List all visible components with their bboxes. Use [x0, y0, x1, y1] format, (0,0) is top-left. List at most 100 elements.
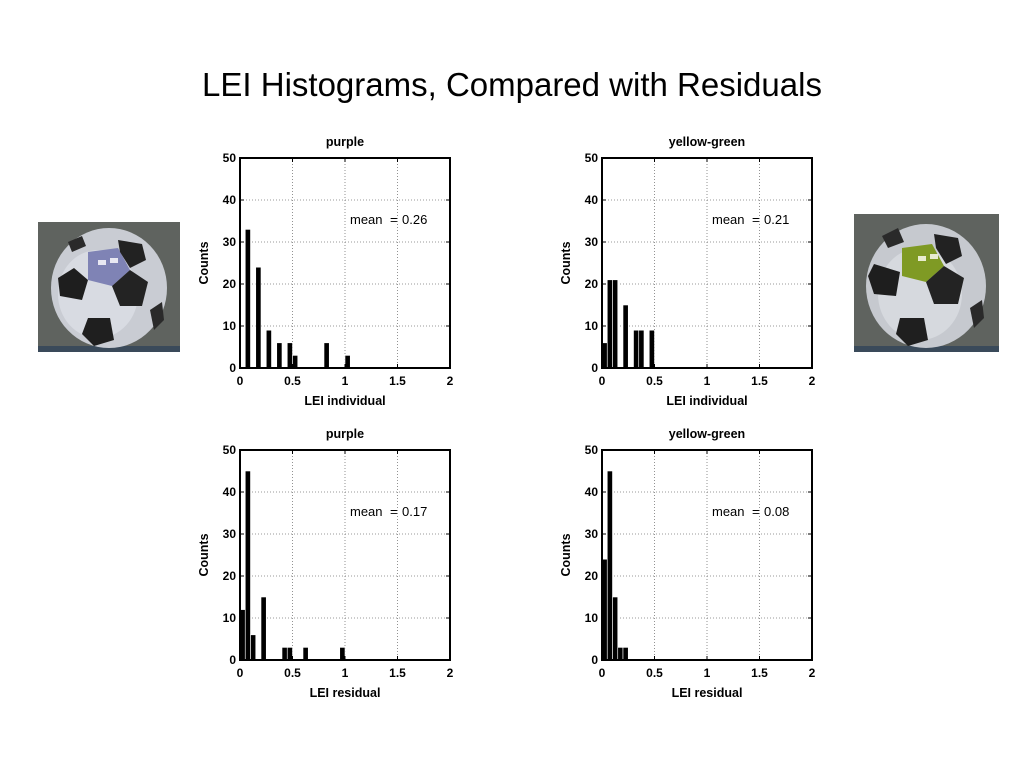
x-tick-label: 1 [704, 374, 711, 388]
histogram-bar [255, 266, 262, 369]
y-tick-label: 30 [585, 235, 599, 249]
histogram-bar [244, 229, 251, 369]
histogram-bar [276, 342, 283, 369]
x-tick-label: 0.5 [284, 666, 301, 680]
y-tick-label: 0 [229, 653, 236, 667]
histogram-bar [612, 279, 619, 369]
slide-title: LEI Histograms, Compared with Residuals [202, 66, 822, 103]
mean-annotation-equals: = [390, 504, 398, 519]
x-tick-label: 0 [237, 374, 244, 388]
y-tick-label: 30 [585, 527, 599, 541]
histogram-bar [344, 355, 351, 369]
mean-annotation-label: mean [712, 212, 745, 227]
histogram-bar [612, 596, 619, 661]
x-tick-label: 1.5 [751, 374, 768, 388]
x-tick-label: 2 [447, 374, 454, 388]
y-tick-label: 0 [591, 653, 598, 667]
histogram-bar [638, 329, 645, 369]
histogram-bar [286, 342, 293, 369]
histogram-bar [617, 647, 624, 661]
histogram-yellow-green-individual: yellow-green 0 0.5 1 1.5 2 0 10 20 30 40 50 LEI indi… [558, 132, 816, 412]
mean-annotation-equals: = [752, 212, 760, 227]
x-tick-label: 1.5 [751, 666, 768, 680]
histogram-purple-residual: purple 0 0.5 1 1.5 2 0 10 20 30 40 50 LEI residual Co… [196, 424, 454, 704]
x-axis-label: LEI residual [672, 686, 743, 700]
x-tick-label: 2 [809, 374, 816, 388]
y-tick-label: 40 [585, 193, 599, 207]
histogram-bar [323, 342, 330, 369]
y-axis-label: Counts [559, 241, 573, 284]
x-tick-label: 1.5 [389, 666, 406, 680]
x-tick-label: 2 [809, 666, 816, 680]
mean-annotation-equals: = [752, 504, 760, 519]
x-tick-label: 0.5 [646, 666, 663, 680]
x-tick-label: 1 [342, 374, 349, 388]
y-tick-label: 20 [585, 277, 599, 291]
mean-annotation-value: 0.17 [402, 504, 427, 519]
histogram-bar [648, 329, 655, 369]
histogram-bar [265, 329, 272, 369]
histogram-bar [633, 329, 640, 369]
yellow-green-patch [902, 244, 944, 282]
y-tick-label: 0 [591, 361, 598, 375]
y-tick-label: 50 [585, 443, 599, 457]
mean-annotation-label: mean [350, 504, 383, 519]
y-tick-label: 10 [223, 319, 237, 333]
x-tick-label: 0 [599, 666, 606, 680]
histogram-bar [244, 470, 251, 661]
histogram-bar [250, 634, 257, 661]
mean-annotation-label: mean [350, 212, 383, 227]
histogram-yellow-green-residual: yellow-green 0 0.5 1 1.5 2 0 10 20 30 40 50 LEI resi… [558, 424, 816, 704]
y-tick-label: 50 [223, 151, 237, 165]
x-tick-label: 1 [342, 666, 349, 680]
mean-annotation-value: 0.08 [764, 504, 789, 519]
histogram-bar [292, 355, 299, 369]
y-tick-label: 10 [585, 319, 599, 333]
x-tick-label: 0.5 [284, 374, 301, 388]
y-tick-label: 10 [223, 611, 237, 625]
x-tick-label: 0 [237, 666, 244, 680]
y-tick-label: 40 [223, 193, 237, 207]
y-tick-label: 20 [223, 569, 237, 583]
chart-title: purple [326, 427, 364, 441]
x-axis-label: LEI residual [310, 686, 381, 700]
mean-annotation-value: 0.26 [402, 212, 427, 227]
y-tick-label: 30 [223, 527, 237, 541]
x-tick-label: 1.5 [389, 374, 406, 388]
histogram-bar [260, 596, 267, 661]
y-tick-label: 50 [223, 443, 237, 457]
x-axis-label: LEI individual [304, 394, 385, 408]
histogram-bar [286, 647, 293, 661]
histogram-bar [606, 470, 613, 661]
mean-annotation-equals: = [390, 212, 398, 227]
y-tick-label: 40 [223, 485, 237, 499]
y-tick-label: 30 [223, 235, 237, 249]
histogram-bar [339, 647, 346, 661]
purple-patch [88, 248, 130, 286]
yellow-green-patch-soccer-ball-image [854, 214, 999, 352]
y-tick-label: 20 [223, 277, 237, 291]
x-tick-label: 2 [447, 666, 454, 680]
histogram-bar [302, 647, 309, 661]
mean-annotation-label: mean [712, 504, 745, 519]
y-axis-label: Counts [559, 533, 573, 576]
y-tick-label: 0 [229, 361, 236, 375]
x-tick-label: 1 [704, 666, 711, 680]
histogram-bar [281, 647, 288, 661]
y-tick-label: 10 [585, 611, 599, 625]
y-axis-label: Counts [197, 533, 211, 576]
y-tick-label: 50 [585, 151, 599, 165]
purple-patch-soccer-ball-image [38, 222, 180, 352]
x-tick-label: 0 [599, 374, 606, 388]
y-tick-label: 40 [585, 485, 599, 499]
y-tick-label: 20 [585, 569, 599, 583]
x-axis-label: LEI individual [666, 394, 747, 408]
histogram-bar [622, 304, 629, 369]
x-tick-label: 0.5 [646, 374, 663, 388]
histogram-bar [622, 647, 629, 661]
histogram-bar [606, 279, 613, 369]
mean-annotation-value: 0.21 [764, 212, 789, 227]
